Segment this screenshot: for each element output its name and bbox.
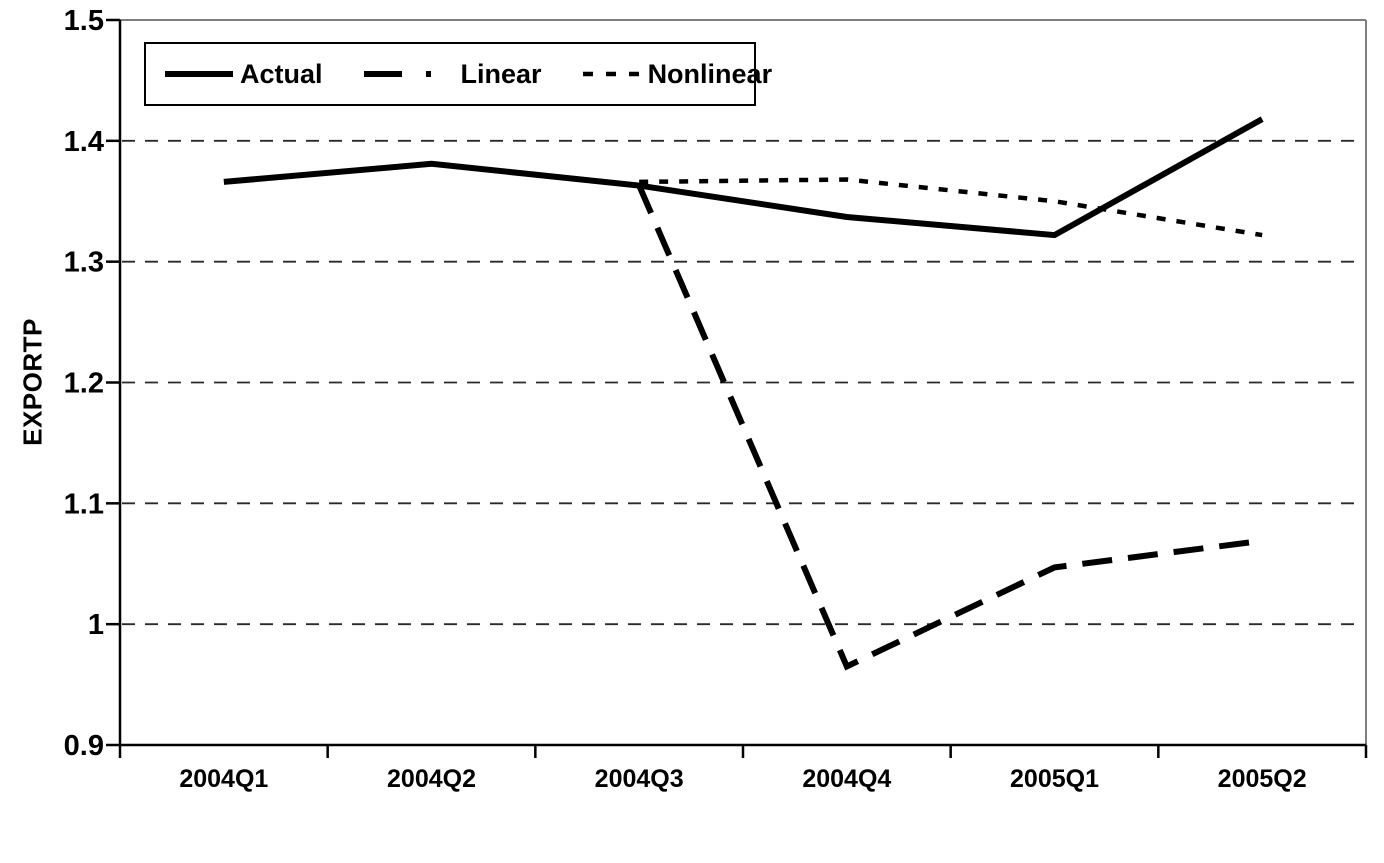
y-axis-title: EXPORTP bbox=[17, 318, 48, 446]
series-line-linear bbox=[636, 184, 1263, 671]
legend-label-nonlinear: Nonlinear bbox=[647, 58, 773, 89]
y-tick-label: 0.9 bbox=[64, 730, 104, 762]
x-tick-label: 2005Q2 bbox=[1218, 765, 1307, 793]
legend-line-sample-long-dash-icon bbox=[363, 71, 454, 77]
y-tick-label: 1.1 bbox=[64, 488, 104, 520]
x-tick-label: 2005Q1 bbox=[1010, 765, 1099, 793]
legend-item-nonlinear: Nonlinear bbox=[582, 58, 773, 90]
y-tick-label: 1.3 bbox=[64, 247, 104, 279]
legend-line-sample-solid-icon bbox=[165, 71, 233, 77]
series-line-nonlinear bbox=[639, 177, 1263, 238]
y-tick-label: 1.2 bbox=[64, 368, 104, 400]
legend-label-linear: Linear bbox=[460, 58, 542, 89]
x-tick-label: 2004Q1 bbox=[179, 765, 268, 793]
legend-item-actual: Actual bbox=[164, 59, 323, 90]
x-tick-label: 2004Q2 bbox=[387, 765, 476, 793]
legend-line-sample-short-dash-icon bbox=[582, 71, 641, 77]
legend-item-linear: Linear bbox=[363, 59, 542, 90]
y-tick-label: 1.4 bbox=[64, 126, 104, 158]
y-tick-label: 1.5 bbox=[64, 5, 104, 37]
x-tick-label: 2004Q3 bbox=[595, 765, 684, 793]
series-line-actual bbox=[223, 116, 1264, 239]
x-tick-label: 2004Q4 bbox=[802, 765, 891, 793]
legend: Actual Linear Nonlinear bbox=[144, 42, 772, 106]
legend-label-actual: Actual bbox=[240, 58, 323, 89]
y-tick-label: 1 bbox=[88, 609, 104, 641]
